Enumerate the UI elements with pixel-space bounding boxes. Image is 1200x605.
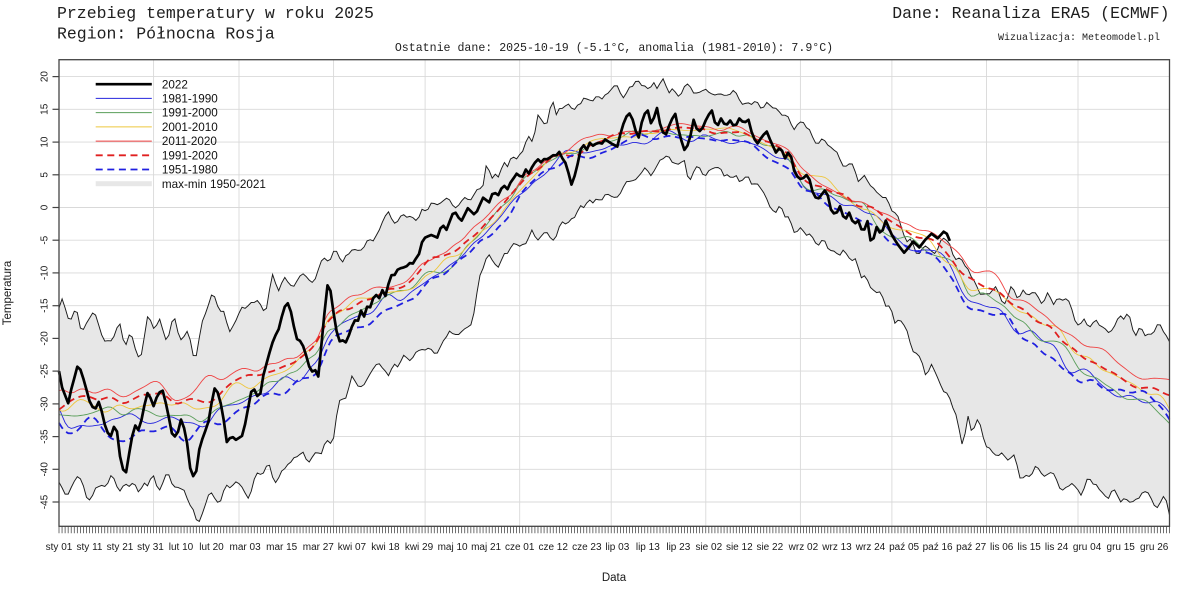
svg-text:lis 24: lis 24 xyxy=(1045,542,1069,553)
svg-text:lip 13: lip 13 xyxy=(636,542,660,553)
svg-text:wrz 13: wrz 13 xyxy=(821,542,852,553)
svg-text:gru 26: gru 26 xyxy=(1140,542,1169,553)
svg-text:1991-2000: 1991-2000 xyxy=(162,107,218,120)
svg-text:5: 5 xyxy=(40,172,51,178)
svg-text:lut 10: lut 10 xyxy=(169,542,194,553)
svg-text:mar 27: mar 27 xyxy=(303,542,335,553)
svg-text:lis 06: lis 06 xyxy=(990,542,1014,553)
svg-text:20: 20 xyxy=(40,71,51,83)
svg-text:2022: 2022 xyxy=(162,78,188,91)
svg-text:paź 27: paź 27 xyxy=(956,542,986,553)
svg-text:kwi 07: kwi 07 xyxy=(338,542,367,553)
svg-text:lip 03: lip 03 xyxy=(605,542,629,553)
svg-text:15: 15 xyxy=(40,103,51,115)
svg-text:max-min 1950-2021: max-min 1950-2021 xyxy=(162,178,266,191)
svg-text:-5: -5 xyxy=(40,235,51,244)
svg-text:wrz 24: wrz 24 xyxy=(855,542,886,553)
svg-text:Region: Północna Rosja: Region: Północna Rosja xyxy=(57,25,275,44)
svg-text:maj 10: maj 10 xyxy=(438,542,468,553)
svg-text:Ostatnie dane: 2025-10-19 (-5.: Ostatnie dane: 2025-10-19 (-5.1°C, anoma… xyxy=(395,42,833,55)
svg-text:10: 10 xyxy=(40,136,51,148)
svg-text:lut 20: lut 20 xyxy=(199,542,224,553)
svg-text:1991-2020: 1991-2020 xyxy=(162,149,218,162)
svg-text:kwi 18: kwi 18 xyxy=(371,542,400,553)
svg-text:-40: -40 xyxy=(40,462,51,477)
svg-text:sty 01: sty 01 xyxy=(46,542,73,553)
svg-text:2001-2010: 2001-2010 xyxy=(162,121,218,134)
svg-text:cze 23: cze 23 xyxy=(572,542,602,553)
svg-text:gru 15: gru 15 xyxy=(1107,542,1136,553)
svg-text:sie 02: sie 02 xyxy=(695,542,722,553)
svg-text:gru 04: gru 04 xyxy=(1073,542,1102,553)
svg-text:sty 21: sty 21 xyxy=(107,542,134,553)
svg-text:0: 0 xyxy=(40,204,51,210)
svg-text:kwi 29: kwi 29 xyxy=(405,542,434,553)
svg-text:mar 15: mar 15 xyxy=(266,542,298,553)
svg-text:-35: -35 xyxy=(40,429,51,444)
svg-text:mar 03: mar 03 xyxy=(230,542,262,553)
svg-text:-30: -30 xyxy=(40,396,51,411)
svg-text:-25: -25 xyxy=(40,363,51,378)
svg-text:Przebieg temperatury w roku 20: Przebieg temperatury w roku 2025 xyxy=(57,4,374,23)
svg-text:2011-2020: 2011-2020 xyxy=(162,135,218,148)
svg-text:-45: -45 xyxy=(40,494,51,509)
svg-text:cze 01: cze 01 xyxy=(505,542,535,553)
svg-text:lip 23: lip 23 xyxy=(666,542,690,553)
svg-text:maj 21: maj 21 xyxy=(471,542,501,553)
svg-text:Wizualizacja: Meteomodel.pl: Wizualizacja: Meteomodel.pl xyxy=(998,32,1160,44)
svg-text:-15: -15 xyxy=(40,298,51,313)
svg-text:paź 16: paź 16 xyxy=(923,542,953,553)
svg-text:Temperatura: Temperatura xyxy=(2,260,14,325)
svg-text:1951-1980: 1951-1980 xyxy=(162,164,218,177)
svg-text:sie 22: sie 22 xyxy=(756,542,783,553)
svg-text:-10: -10 xyxy=(40,265,51,280)
svg-text:sty 31: sty 31 xyxy=(137,542,164,553)
svg-text:1981-1990: 1981-1990 xyxy=(162,93,218,106)
svg-text:Dane: Reanaliza ERA5 (ECMWF): Dane: Reanaliza ERA5 (ECMWF) xyxy=(892,4,1169,23)
svg-text:cze 12: cze 12 xyxy=(538,542,568,553)
svg-text:paź 05: paź 05 xyxy=(889,542,919,553)
svg-text:sie 12: sie 12 xyxy=(726,542,753,553)
svg-text:lis 15: lis 15 xyxy=(1018,542,1042,553)
svg-text:Data: Data xyxy=(602,572,627,584)
svg-text:-20: -20 xyxy=(40,331,51,346)
svg-text:wrz 02: wrz 02 xyxy=(788,542,819,553)
svg-text:sty 11: sty 11 xyxy=(77,542,103,553)
